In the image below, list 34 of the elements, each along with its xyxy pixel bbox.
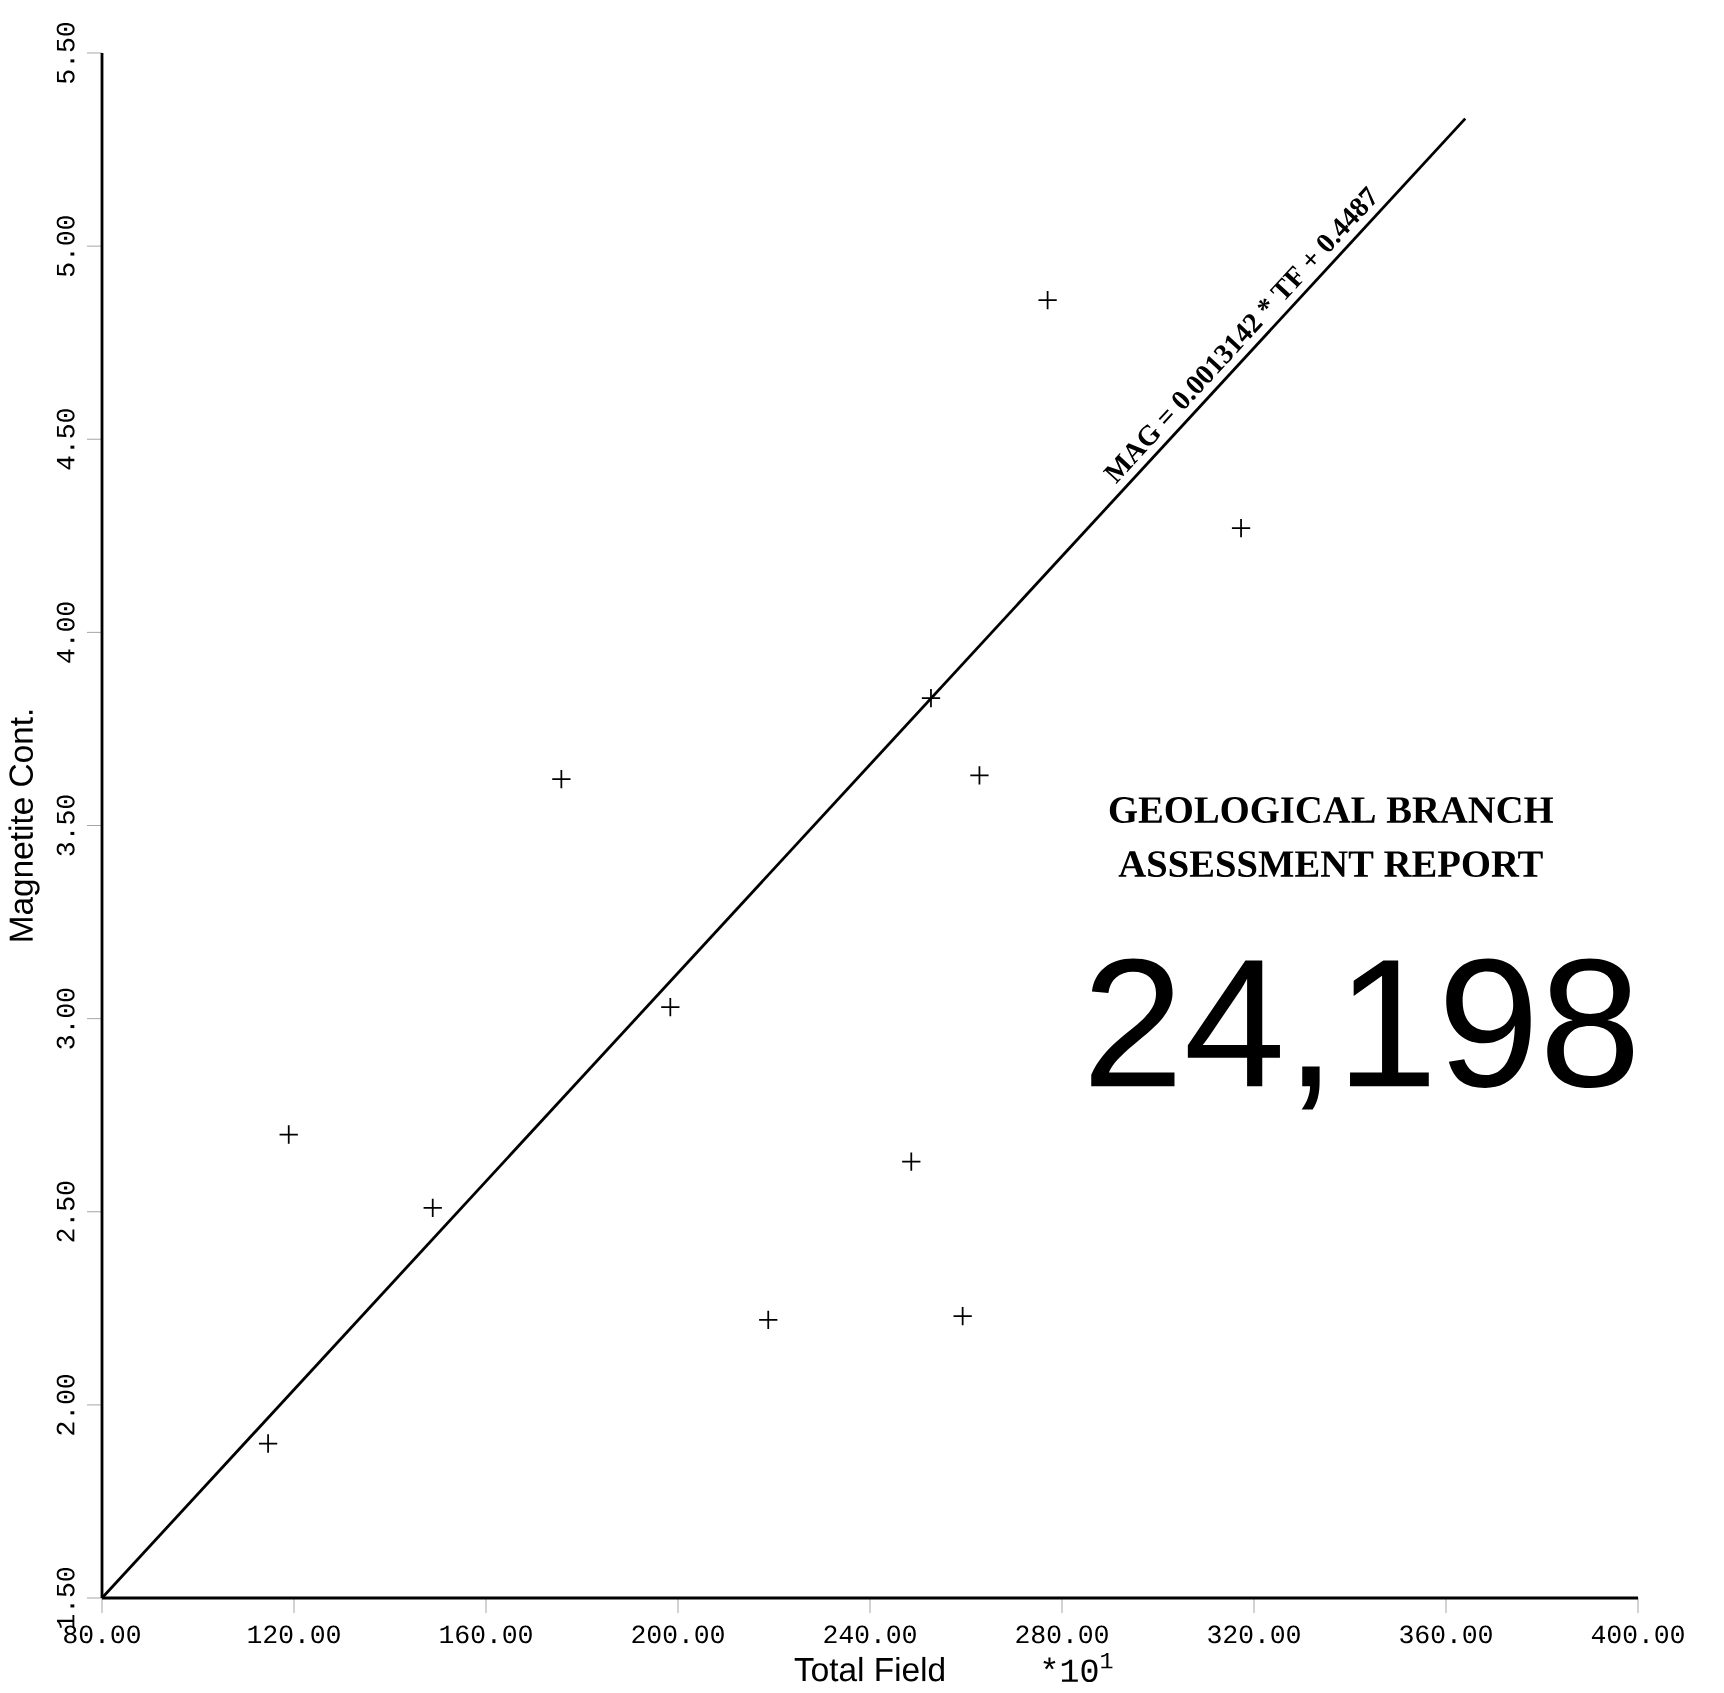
point (1037, 290, 1058, 311)
x-tick-label: 320.00 (1208, 1625, 1300, 1644)
y-tick-label: 3.50 (56, 795, 75, 856)
point (551, 769, 572, 790)
y-tick-label: 5.00 (56, 216, 75, 277)
annotation: ASSESSMENT REPORT (1118, 851, 1543, 878)
point (920, 688, 941, 709)
annotation: GEOLOGICAL BRANCH (1109, 797, 1554, 824)
point (758, 1309, 779, 1330)
x-tick-label: 120.00 (248, 1625, 340, 1644)
x-tick-label: 400.00 (1591, 1625, 1684, 1644)
point (258, 1433, 279, 1454)
point (660, 997, 681, 1018)
point (969, 765, 990, 786)
point (901, 1151, 922, 1172)
point (952, 1306, 973, 1327)
y-tick-label: 4.00 (56, 602, 75, 663)
y-tick-label: 3.00 (56, 988, 75, 1049)
x-tick-label: 160.00 (440, 1625, 532, 1644)
x-tick-label: 240.00 (824, 1625, 916, 1644)
point (422, 1197, 443, 1218)
y-axis-title: Magnetite Cont. (8, 710, 40, 941)
x-tick-label: 200.00 (632, 1625, 724, 1644)
point (278, 1124, 299, 1145)
y-tick-label: 4.50 (56, 409, 75, 470)
annotation: 24,198 (1091, 958, 1634, 1110)
x-tick-label: 360.00 (1400, 1625, 1492, 1644)
y-tick-label: 2.50 (56, 1181, 75, 1242)
x-axis-title: Total Field (794, 1656, 944, 1682)
y-tick-label: 2.00 (56, 1374, 75, 1435)
point (1231, 518, 1252, 539)
x-tick-label: 280.00 (1016, 1625, 1108, 1644)
y-tick-label: 5.50 (56, 23, 75, 83)
text: *10$^{1}$ (1043, 1652, 1113, 1683)
